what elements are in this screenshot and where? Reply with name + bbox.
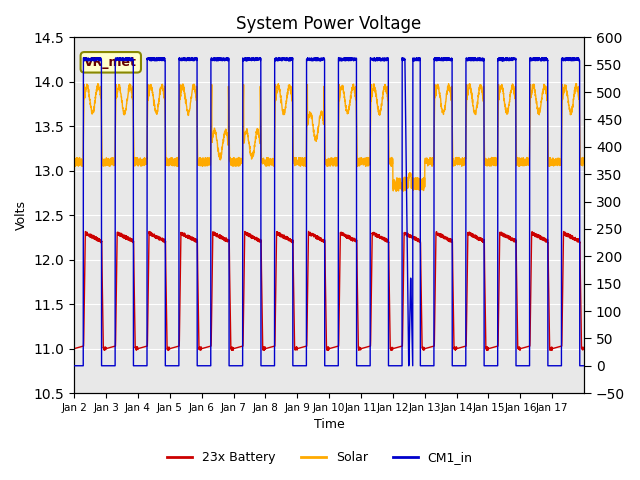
X-axis label: Time: Time: [314, 419, 344, 432]
Legend: 23x Battery, Solar, CM1_in: 23x Battery, Solar, CM1_in: [163, 446, 477, 469]
Title: System Power Voltage: System Power Voltage: [237, 15, 422, 33]
Y-axis label: Volts: Volts: [15, 200, 28, 230]
Text: VR_met: VR_met: [84, 56, 137, 69]
